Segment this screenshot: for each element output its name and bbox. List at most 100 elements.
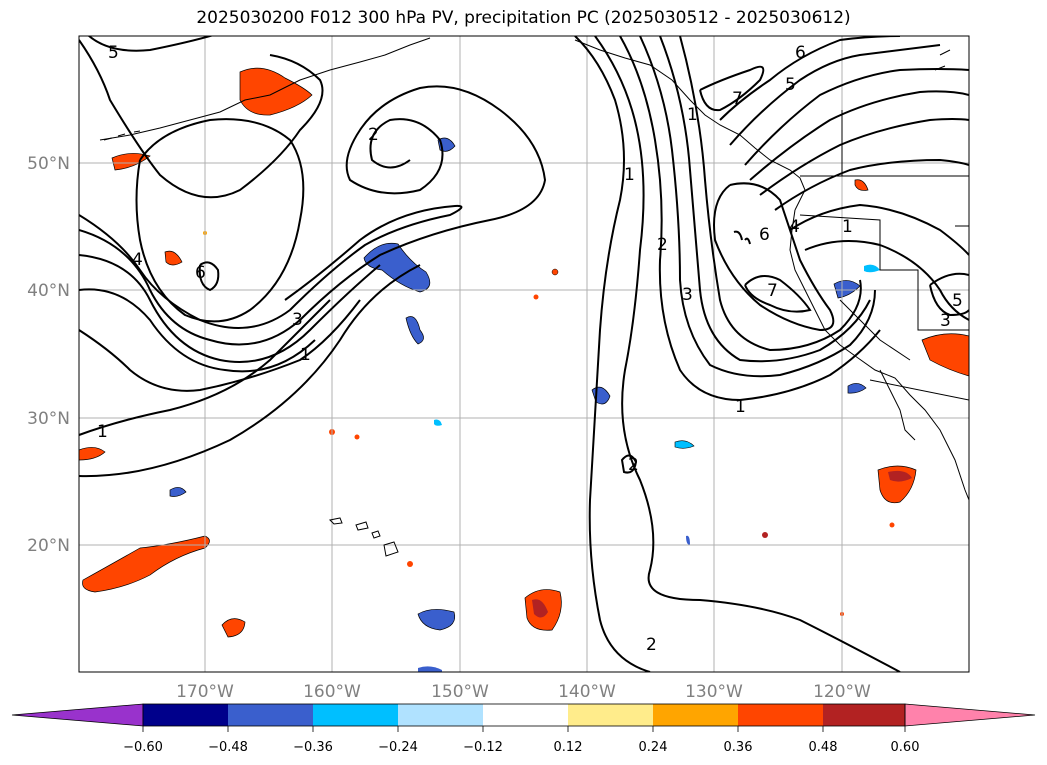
contour-label: 2 <box>368 125 379 145</box>
pv-contour <box>679 36 862 352</box>
border-line <box>799 214 969 331</box>
colorbar-segment <box>313 704 398 726</box>
border-line <box>869 379 969 401</box>
pv-contour <box>79 299 331 436</box>
pv-contour <box>620 454 638 474</box>
contour-label: 1 <box>842 217 853 237</box>
precip-patch <box>762 532 768 538</box>
precip-patch <box>833 280 861 299</box>
precip-patch <box>434 419 442 426</box>
colorbar-segment <box>398 704 483 726</box>
colorbar-outline <box>142 703 906 727</box>
contour-label: 2 <box>646 635 657 655</box>
longitude-label: 150°W <box>431 682 489 702</box>
precip-patch <box>854 179 869 191</box>
pv-contour <box>79 85 547 346</box>
contour-label: 4 <box>789 217 800 237</box>
hawaii-island <box>383 541 399 557</box>
pv-contour <box>719 36 901 121</box>
contour-label: 1 <box>624 165 635 185</box>
colorbar-tick-label: −0.48 <box>208 740 248 755</box>
longitude-label: 160°W <box>303 682 361 702</box>
precip-patch <box>888 470 912 482</box>
contour-label: 1 <box>300 345 311 365</box>
colorbar-tick-label: −0.36 <box>293 740 333 755</box>
contour-labels: 5 2 4 6 3 1 1 1 2 3 1 7 6 5 6 4 7 1 2 2 … <box>97 43 963 655</box>
pv-contour <box>135 118 305 323</box>
longitude-label: 120°W <box>813 682 871 702</box>
latitude-labels: 50°N 40°N 30°N 20°N <box>27 154 70 556</box>
pv-contour <box>774 158 969 211</box>
pv-contour <box>79 299 361 392</box>
pv-contour <box>929 272 969 317</box>
pv-contour <box>659 36 871 363</box>
precip-patch <box>111 153 151 171</box>
latitude-label: 30°N <box>27 409 70 429</box>
precip-patch <box>591 386 611 405</box>
contour-label: 1 <box>735 397 746 417</box>
colorbar-tick-label: −0.60 <box>123 740 163 755</box>
pv-contour <box>79 288 316 373</box>
colorbar-segment <box>228 704 313 726</box>
hawaii-island <box>371 530 381 539</box>
contour-label: 1 <box>687 105 698 125</box>
map-frame <box>78 35 970 673</box>
contour-label: 6 <box>759 225 770 245</box>
pv-contour <box>79 39 324 199</box>
northamerica-coast <box>789 209 969 501</box>
longitude-label: 130°W <box>685 682 743 702</box>
colorbar-segment <box>823 704 905 726</box>
pv-contour <box>198 261 220 292</box>
pv-contour <box>79 254 381 363</box>
alaska-coast <box>574 39 806 211</box>
precip-patch <box>405 316 424 345</box>
precip-patch <box>164 250 183 266</box>
pv-contour <box>804 240 969 321</box>
pv-contour <box>79 264 421 478</box>
precip-patch <box>551 268 559 276</box>
colorbar-tick-label: −0.24 <box>378 740 418 755</box>
precip-patch <box>221 618 246 638</box>
contour-label: 2 <box>628 455 639 475</box>
colorbar-extend-left <box>11 703 144 727</box>
precip-patch <box>532 599 548 618</box>
pv-contour <box>759 118 969 196</box>
contour-label: 5 <box>952 291 963 311</box>
pv-contour <box>574 36 651 672</box>
longitude-label: 140°W <box>558 682 616 702</box>
border-line <box>839 299 911 361</box>
colorbar-tick-label: 0.36 <box>724 740 753 755</box>
colorbar: −0.60 −0.48 −0.36 −0.24 −0.12 0.12 0.24 … <box>11 703 1036 755</box>
pv-contour <box>744 68 969 166</box>
contour-label: 3 <box>940 311 951 331</box>
colorbar-tick-label: 0.12 <box>554 740 583 755</box>
pv-contour <box>744 275 812 313</box>
precip-patch <box>847 383 867 394</box>
colorbar-tick-label: 0.48 <box>809 740 838 755</box>
precip-patch <box>407 561 413 567</box>
colorbar-segment <box>653 704 738 726</box>
pv-contour <box>713 182 835 332</box>
precip-patch <box>363 242 431 293</box>
pv-contour <box>87 36 214 52</box>
coastlines <box>99 37 969 557</box>
map-title: 2025030200 F012 300 hPa PV, precipitatio… <box>196 8 851 28</box>
precip-patch <box>686 535 690 545</box>
precip-patch <box>169 487 187 497</box>
contour-label: 2 <box>657 235 668 255</box>
pv-contour <box>733 230 751 245</box>
pv-contour <box>699 65 765 112</box>
colorbar-extend-right <box>904 703 1036 727</box>
pv-contour <box>79 204 463 329</box>
contour-label: 5 <box>108 43 119 63</box>
colorbar-segment <box>143 704 228 726</box>
precip-patch <box>533 294 539 300</box>
contour-label: 6 <box>195 263 206 283</box>
alaska-coast <box>99 37 431 141</box>
pv-contour <box>789 203 969 256</box>
pv-contour <box>594 36 901 672</box>
precip-patch <box>418 666 442 672</box>
contour-label: 3 <box>292 310 303 330</box>
colorbar-segment <box>568 704 653 726</box>
